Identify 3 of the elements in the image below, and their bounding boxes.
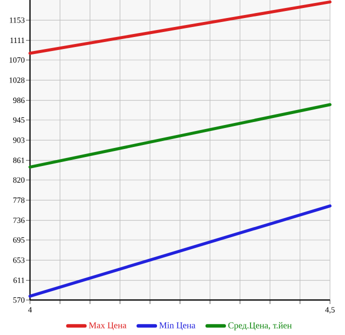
legend-label: Сред.Цена, т.йен	[228, 322, 292, 330]
legend-label: Min Цена	[159, 322, 196, 330]
legend-label: Max Цена	[88, 322, 126, 330]
